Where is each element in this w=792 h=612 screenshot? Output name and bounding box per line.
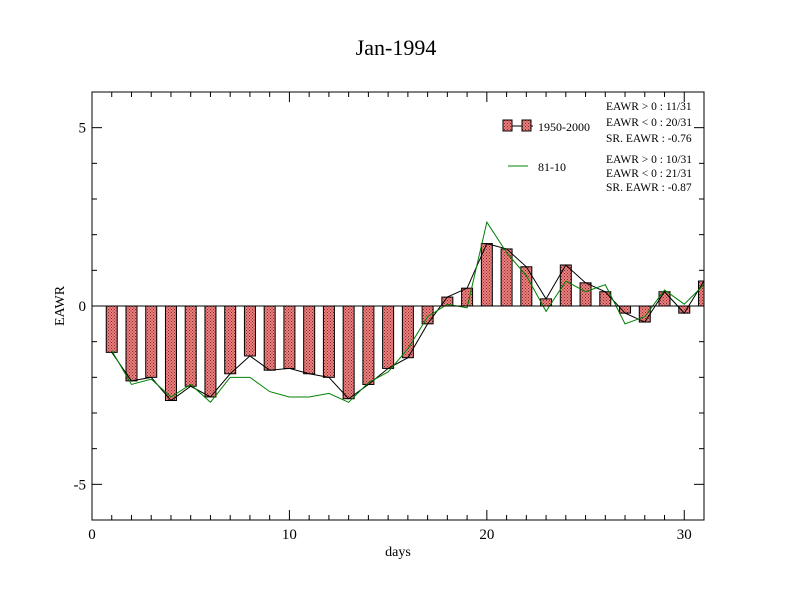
x-tick-label-10: 10 xyxy=(282,527,297,543)
chart-title: Jan-1994 xyxy=(356,35,437,60)
bar-day-7 xyxy=(224,305,237,375)
stat-negative-days-2: EAWR < 0 : 21/31 xyxy=(606,168,692,180)
y-axis-label: EAWR xyxy=(53,285,68,326)
bar-day-26 xyxy=(599,291,612,307)
x-tick-label-0: 0 xyxy=(88,527,96,543)
bar-day-6 xyxy=(204,305,217,398)
bar-day-9 xyxy=(263,305,276,371)
x-tick-label-20: 20 xyxy=(479,527,494,543)
bar-day-29 xyxy=(658,291,671,307)
legend-bar-swatch-left xyxy=(502,119,513,132)
stat-negative-days-1: EAWR < 0 : 20/31 xyxy=(606,117,692,129)
y-tick-label--5: -5 xyxy=(74,477,87,493)
x-axis-label: days xyxy=(385,545,411,560)
series-line-81-10 xyxy=(111,220,705,404)
bar-day-2 xyxy=(125,305,138,382)
bar-day-1 xyxy=(105,305,118,353)
bar-day-3 xyxy=(145,305,158,378)
bar-day-12 xyxy=(322,305,335,378)
bar-day-15 xyxy=(382,305,395,369)
y-tick-label-0: 0 xyxy=(79,299,87,315)
bar-day-28 xyxy=(638,305,651,323)
bar-day-14 xyxy=(362,305,375,385)
bar-day-16 xyxy=(401,305,414,359)
stat-positive-days-2: EAWR > 0 : 10/31 xyxy=(606,154,692,166)
legend: 1950-2000 81-10 EAWR > 0 : 11/31 EAWR < … xyxy=(502,101,692,194)
legend-label-81-10: 81-10 xyxy=(538,160,566,174)
axis-ticks: 0 10 20 30 -5 0 5 xyxy=(74,92,705,543)
bar-day-17 xyxy=(421,305,434,325)
bar-day-13 xyxy=(342,305,355,400)
y-tick-label-5: 5 xyxy=(79,121,87,137)
bar-day-4 xyxy=(164,305,177,402)
bar-day-10 xyxy=(283,305,296,369)
plot-marks xyxy=(92,220,705,404)
stats-block-81-10: EAWR > 0 : 10/31 EAWR < 0 : 21/31 SR. EA… xyxy=(606,154,692,194)
stats-block-1950-2000: EAWR > 0 : 11/31 EAWR < 0 : 20/31 SR. EA… xyxy=(606,101,692,145)
series-line-1950-2000 xyxy=(111,242,705,402)
bar-day-8 xyxy=(243,305,256,357)
stat-sr-2: SR. EAWR : -0.87 xyxy=(606,182,692,194)
bar-day-25 xyxy=(579,282,592,307)
stat-positive-days-1: EAWR > 0 : 11/31 xyxy=(606,101,692,113)
legend-entry-line: 81-10 xyxy=(508,160,566,174)
x-tick-label-30: 30 xyxy=(677,527,692,543)
stat-sr-1: SR. EAWR : -0.76 xyxy=(606,133,692,145)
bar-day-11 xyxy=(303,305,316,375)
legend-bar-swatch-right xyxy=(521,119,532,132)
bar-day-5 xyxy=(184,305,197,387)
legend-label-1950-2000: 1950-2000 xyxy=(538,120,590,134)
legend-entry-bar: 1950-2000 xyxy=(502,119,590,134)
